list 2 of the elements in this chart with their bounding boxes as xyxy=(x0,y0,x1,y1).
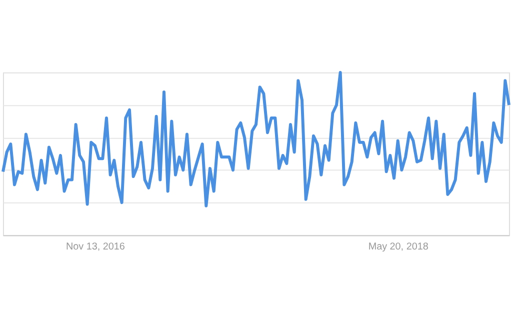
x-tick-label: May 20, 2018 xyxy=(368,242,429,253)
x-tick-label: Nov 13, 2016 xyxy=(66,242,126,253)
